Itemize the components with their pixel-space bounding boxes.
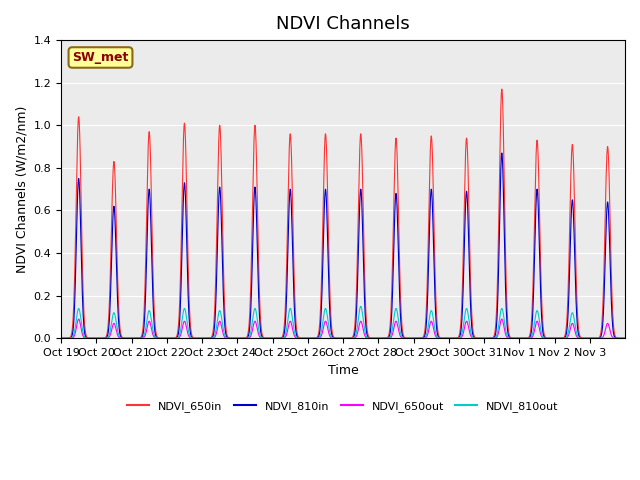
NDVI_810in <box>377 336 385 341</box>
NDVI_650in <box>113 264 121 270</box>
NDVI_810in <box>57 336 65 341</box>
NDVI_650out <box>236 336 243 341</box>
NDVI_650out <box>545 336 553 341</box>
Line: NDVI_810out: NDVI_810out <box>61 306 625 338</box>
NDVI_650out <box>621 336 629 341</box>
NDVI_650in <box>621 336 629 341</box>
NDVI_810out <box>236 336 243 341</box>
NDVI_650in <box>498 86 506 92</box>
NDVI_810out <box>513 336 521 341</box>
NDVI_810out <box>57 336 65 341</box>
NDVI_650in <box>236 336 243 341</box>
NDVI_650out <box>114 332 122 338</box>
NDVI_650in <box>613 335 621 341</box>
NDVI_810out <box>613 336 621 341</box>
Legend: NDVI_650in, NDVI_810in, NDVI_650out, NDVI_810out: NDVI_650in, NDVI_810in, NDVI_650out, NDV… <box>123 396 563 416</box>
NDVI_810out <box>621 336 629 341</box>
NDVI_810out <box>377 336 385 341</box>
NDVI_650in <box>513 336 521 341</box>
NDVI_810out <box>357 303 365 309</box>
NDVI_810in <box>113 292 121 298</box>
NDVI_810in <box>236 336 243 341</box>
NDVI_810in <box>613 336 621 341</box>
Text: SW_met: SW_met <box>72 51 129 64</box>
NDVI_650out <box>75 316 83 322</box>
NDVI_650in <box>545 336 553 341</box>
NDVI_810out <box>113 326 121 332</box>
Line: NDVI_810in: NDVI_810in <box>61 153 625 338</box>
NDVI_650in <box>57 336 65 341</box>
Y-axis label: NDVI Channels (W/m2/nm): NDVI Channels (W/m2/nm) <box>15 106 28 273</box>
Line: NDVI_650in: NDVI_650in <box>61 89 625 338</box>
NDVI_810in <box>545 336 553 341</box>
Title: NDVI Channels: NDVI Channels <box>276 15 410 33</box>
NDVI_650out <box>513 336 521 341</box>
NDVI_810out <box>545 336 553 341</box>
NDVI_650out <box>57 336 65 341</box>
NDVI_650in <box>377 336 385 341</box>
X-axis label: Time: Time <box>328 363 358 376</box>
NDVI_810in <box>621 336 629 341</box>
NDVI_650out <box>613 336 621 341</box>
NDVI_650out <box>377 336 385 341</box>
NDVI_810in <box>498 150 506 156</box>
Line: NDVI_650out: NDVI_650out <box>61 319 625 338</box>
NDVI_810in <box>513 336 521 341</box>
